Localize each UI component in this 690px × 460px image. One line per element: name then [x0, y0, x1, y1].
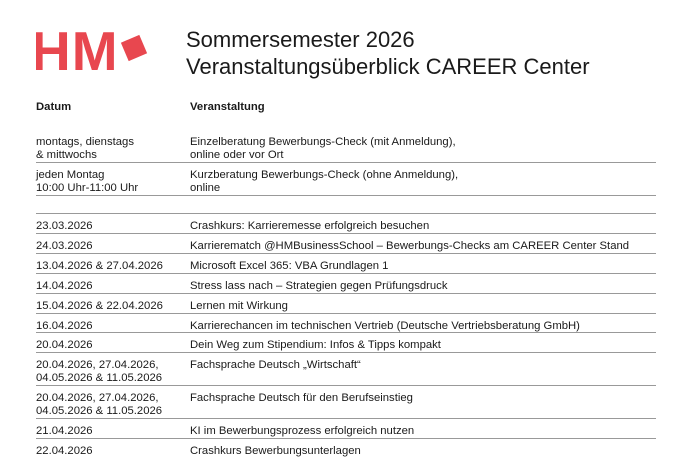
svg-text:HM: HM [36, 28, 119, 78]
